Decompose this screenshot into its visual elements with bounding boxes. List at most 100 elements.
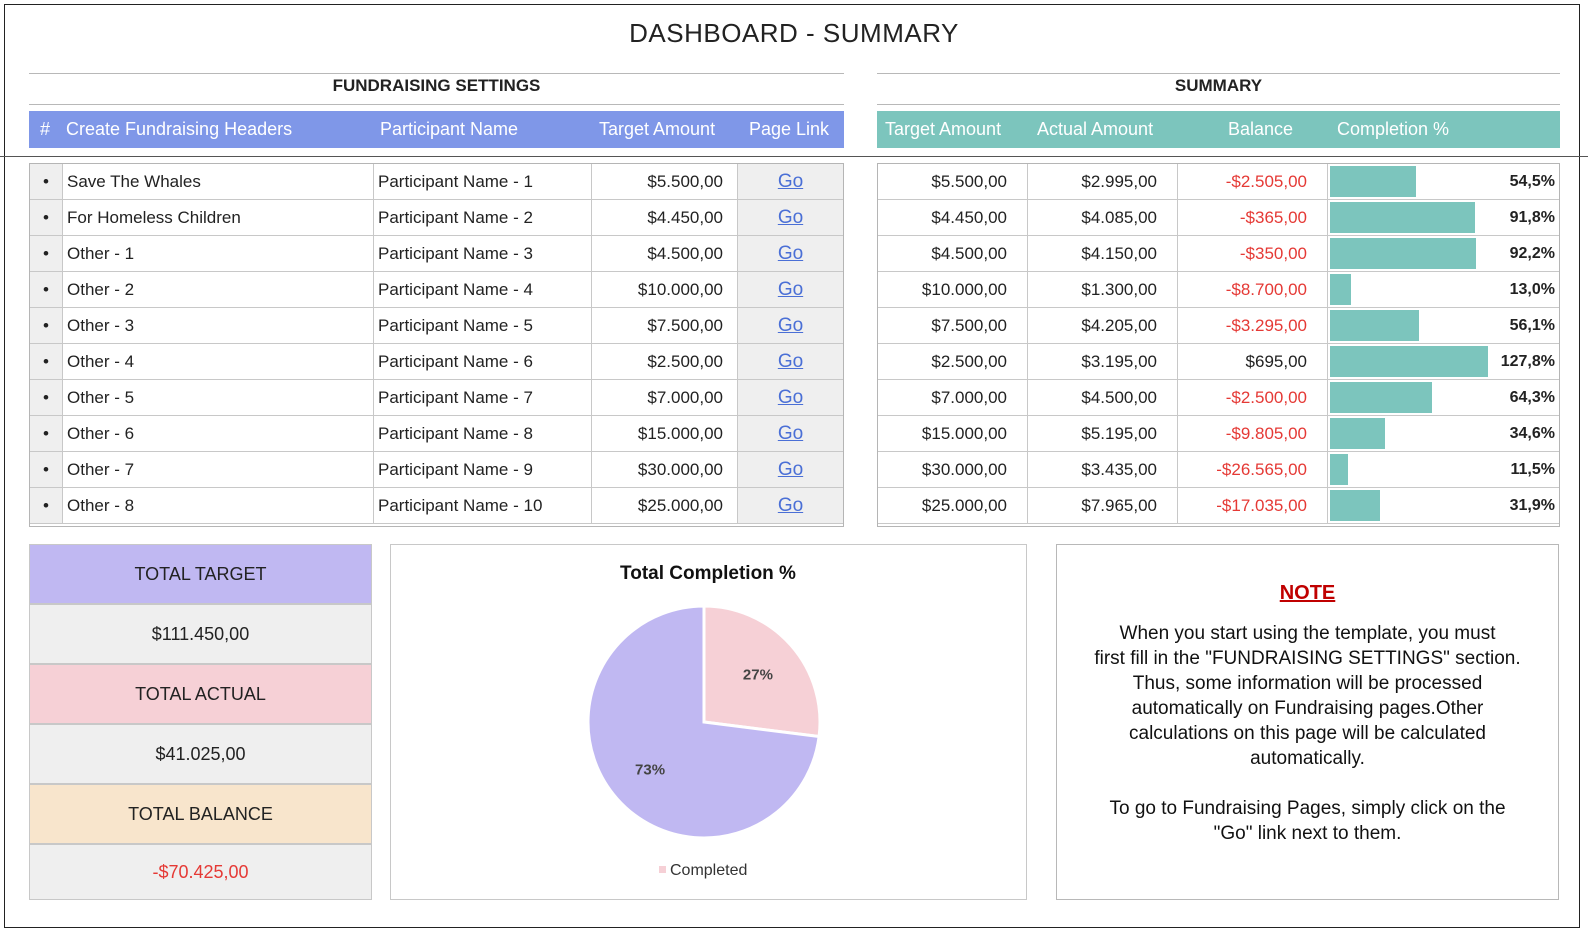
- note-paragraph: To go to Fundraising Pages, simply click…: [1057, 796, 1558, 846]
- table-row: • Other - 8 Participant Name - 10 $25.000,0…: [30, 488, 843, 524]
- completion-chart: Total Completion % 27% 73% Completed: [390, 544, 1027, 900]
- completion-value: 91,8%: [1509, 208, 1555, 226]
- cell-text: Participant Name - 1: [378, 171, 533, 191]
- table-cell-target: $4.450,00: [592, 200, 738, 235]
- table-cell-actual: $4.150,00: [1028, 236, 1178, 271]
- table-cell-actual: $4.500,00: [1028, 380, 1178, 415]
- cell-text: $4.450,00: [647, 207, 723, 227]
- cell-text: $7.500,00: [647, 315, 723, 335]
- go-link[interactable]: Go: [777, 458, 804, 480]
- go-link[interactable]: Go: [777, 242, 804, 264]
- note-line: When you start using the template, you m…: [1119, 623, 1496, 644]
- go-link[interactable]: Go: [777, 278, 804, 300]
- table-cell-link[interactable]: Go: [738, 200, 843, 235]
- go-link[interactable]: Go: [777, 422, 804, 444]
- cell-text: $4.450,00: [931, 207, 1007, 227]
- table-cell-participant: Participant Name - 10: [374, 488, 592, 523]
- cell-text: Other - 6: [67, 423, 135, 443]
- table-row: • Other - 4 Participant Name - 6 $2.500,00 G…: [30, 344, 843, 380]
- table-cell-link[interactable]: Go: [738, 452, 843, 487]
- cell-text: Participant Name - 10: [378, 495, 543, 515]
- table-row: $25.000,00 $7.965,00 -$17.035,00 31,9%: [878, 488, 1559, 524]
- cell-text: $4.500,00: [931, 243, 1007, 263]
- cell-text: Participant Name - 7: [378, 387, 533, 407]
- fundraising-settings-table: • Save The Whales Participant Name - 1 $5.5…: [29, 163, 844, 527]
- table-cell-participant: Participant Name - 8: [374, 416, 592, 451]
- table-cell-link[interactable]: Go: [738, 164, 843, 199]
- cell-text: $5.195,00: [1081, 423, 1157, 443]
- table-cell-header: Save The Whales: [63, 164, 374, 199]
- cell-text: $4.500,00: [1081, 387, 1157, 407]
- table-row: $7.500,00 $4.205,00 -$3.295,00 56,1%: [878, 308, 1559, 344]
- cell-text: Other - 2: [67, 279, 135, 299]
- col-header-balance: Balance: [1228, 119, 1294, 139]
- cell-text: -$3.295,00: [1225, 315, 1307, 335]
- go-link[interactable]: Go: [777, 386, 804, 408]
- go-link[interactable]: Go: [777, 350, 804, 372]
- cell-text: $2.995,00: [1081, 171, 1157, 191]
- cell-text: $15.000,00: [921, 423, 1007, 443]
- legend-entry: Completed: [670, 862, 747, 879]
- cell-text: •: [43, 243, 49, 263]
- table-row: • Other - 2 Participant Name - 4 $10.000,00…: [30, 272, 843, 308]
- cell-text: $10.000,00: [921, 279, 1007, 299]
- table-row: • For Homeless Children Participant Name -…: [30, 200, 843, 236]
- go-link[interactable]: Go: [777, 206, 804, 228]
- table-cell-link[interactable]: Go: [738, 380, 843, 415]
- page-title: DASHBOARD - SUMMARY: [629, 18, 959, 48]
- cell-text: Participant Name - 5: [378, 315, 533, 335]
- table-cell-link[interactable]: Go: [738, 416, 843, 451]
- cell-text: •: [43, 351, 49, 371]
- cell-text: $2.500,00: [931, 351, 1007, 371]
- table-cell-header: Other - 4: [63, 344, 374, 379]
- cell-text: •: [43, 387, 49, 407]
- cell-text: -$365,00: [1239, 207, 1307, 227]
- table-row: $7.000,00 $4.500,00 -$2.500,00 64,3%: [878, 380, 1559, 416]
- go-link[interactable]: Go: [777, 314, 804, 336]
- table-cell-balance: -$3.295,00: [1178, 308, 1328, 343]
- table-cell-link[interactable]: Go: [738, 272, 843, 307]
- table-cell-participant: Participant Name - 5: [374, 308, 592, 343]
- cell-text: $5.500,00: [647, 171, 723, 191]
- col-header-completion: Completion %: [1337, 119, 1450, 139]
- table-cell-completion: 54,5%: [1328, 164, 1559, 199]
- go-link[interactable]: Go: [777, 170, 804, 192]
- cell-text: Other - 4: [67, 351, 135, 371]
- table-cell-target: $4.500,00: [878, 236, 1028, 271]
- cell-text: -$8.700,00: [1225, 279, 1307, 299]
- table-cell-bullet: •: [30, 452, 63, 487]
- cell-text: Participant Name - 8: [378, 423, 533, 443]
- cell-text: -$350,00: [1239, 243, 1307, 263]
- table-cell-target: $5.500,00: [878, 164, 1028, 199]
- table-cell-participant: Participant Name - 2: [374, 200, 592, 235]
- go-link[interactable]: Go: [777, 494, 804, 516]
- table-cell-link[interactable]: Go: [738, 236, 843, 271]
- table-row: $4.450,00 $4.085,00 -$365,00 91,8%: [878, 200, 1559, 236]
- table-cell-completion: 92,2%: [1328, 236, 1559, 271]
- completion-value: 92,2%: [1509, 244, 1555, 262]
- table-cell-link[interactable]: Go: [738, 344, 843, 379]
- completion-value: 13,0%: [1509, 280, 1555, 298]
- table-cell-link[interactable]: Go: [738, 308, 843, 343]
- note-box: NOTE When you start using the template, …: [1056, 544, 1559, 900]
- table-row: • Save The Whales Participant Name - 1 $5.5…: [30, 164, 843, 200]
- cell-text: Other - 3: [67, 315, 135, 335]
- note-line: calculations on this page will be calcul…: [1129, 723, 1486, 744]
- table-cell-header: Other - 6: [63, 416, 374, 451]
- total-actual-label: TOTAL ACTUAL: [29, 664, 372, 724]
- cell-text: -$2.500,00: [1225, 387, 1307, 407]
- cell-text: Other - 7: [67, 459, 135, 479]
- completion-value: 11,5%: [1510, 460, 1555, 478]
- completion-bar: [1330, 238, 1476, 269]
- table-cell-balance: -$365,00: [1178, 200, 1328, 235]
- completion-bar: [1330, 202, 1476, 233]
- cell-text: Participant Name - 2: [378, 207, 533, 227]
- table-cell-link[interactable]: Go: [738, 488, 843, 523]
- chart-title: Total Completion %: [620, 563, 796, 584]
- pie-data-label: 73%: [635, 762, 665, 779]
- cell-text: Save The Whales: [67, 171, 201, 191]
- table-cell-participant: Participant Name - 3: [374, 236, 592, 271]
- table-cell-actual: $4.085,00: [1028, 200, 1178, 235]
- cell-text: $15.000,00: [637, 423, 723, 443]
- note-line: first fill in the "FUNDRAISING SETTINGS"…: [1094, 648, 1521, 669]
